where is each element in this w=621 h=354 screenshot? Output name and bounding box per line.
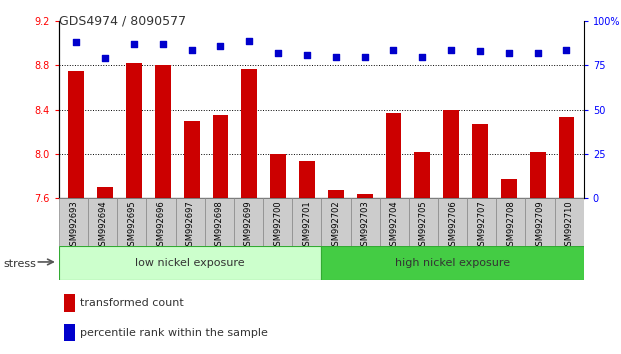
Point (533, 50, 543, 56)
Point (273, 50, 283, 56)
Bar (126, 63, 142, 198)
Bar (263, 198, 292, 246)
Bar (501, 179, 517, 198)
Point (215, 43, 225, 49)
Bar (155, 65, 171, 198)
Bar (176, 198, 205, 246)
Bar (147, 198, 176, 246)
Text: GSM992699: GSM992699 (244, 201, 253, 251)
Text: high nickel exposure: high nickel exposure (395, 258, 510, 268)
Bar (212, 115, 229, 198)
Point (561, 47, 571, 52)
Text: transformed count: transformed count (80, 298, 184, 308)
Text: percentile rank within the sample: percentile rank within the sample (80, 328, 268, 338)
Point (100, 56, 110, 61)
Bar (356, 194, 373, 198)
Bar (299, 161, 315, 198)
Text: GSM992697: GSM992697 (186, 201, 194, 251)
Point (331, 54, 341, 59)
Point (360, 54, 369, 59)
Text: GSM992708: GSM992708 (506, 201, 515, 251)
Bar (205, 198, 234, 246)
Bar (414, 152, 430, 198)
Bar (242, 69, 257, 198)
Bar (496, 198, 525, 246)
Text: GDS4974 / 8090577: GDS4974 / 8090577 (59, 14, 186, 27)
Point (71, 40, 81, 45)
Bar (322, 246, 584, 280)
Text: stress: stress (3, 259, 36, 269)
Bar (322, 198, 350, 246)
Text: low nickel exposure: low nickel exposure (135, 258, 245, 268)
Bar (292, 198, 322, 246)
Point (158, 41, 168, 47)
Bar (443, 110, 459, 198)
Bar (59, 198, 88, 246)
Point (302, 52, 312, 58)
Text: GSM992700: GSM992700 (273, 201, 282, 251)
Point (417, 54, 427, 59)
Bar (409, 198, 438, 246)
Text: GSM992707: GSM992707 (477, 201, 486, 251)
Text: GSM992694: GSM992694 (98, 201, 107, 251)
Bar (525, 198, 555, 246)
Bar (64, 324, 75, 341)
Bar (328, 190, 343, 198)
Text: GSM992705: GSM992705 (419, 201, 428, 251)
Point (187, 47, 197, 52)
Bar (270, 154, 286, 198)
Bar (530, 152, 545, 198)
Bar (558, 118, 574, 198)
Text: GSM992695: GSM992695 (127, 201, 137, 251)
Text: GSM992693: GSM992693 (69, 201, 78, 251)
Text: GSM992701: GSM992701 (302, 201, 311, 251)
Bar (555, 198, 584, 246)
Bar (386, 113, 401, 198)
Text: GSM992702: GSM992702 (332, 201, 340, 251)
Bar (467, 198, 496, 246)
Bar (184, 121, 199, 198)
Bar (350, 198, 379, 246)
Bar (88, 198, 117, 246)
Bar (438, 198, 467, 246)
Point (129, 41, 139, 47)
Text: GSM992704: GSM992704 (390, 201, 399, 251)
Text: GSM992709: GSM992709 (535, 201, 545, 251)
Point (475, 48, 485, 54)
Text: GSM992710: GSM992710 (564, 201, 574, 251)
Point (244, 38, 254, 44)
Bar (64, 294, 75, 312)
Bar (472, 124, 488, 198)
Bar (68, 71, 84, 198)
Bar (379, 198, 409, 246)
Text: GSM992698: GSM992698 (215, 201, 224, 251)
Point (389, 47, 399, 52)
Point (446, 47, 456, 52)
Bar (117, 198, 147, 246)
Bar (97, 187, 113, 198)
Bar (234, 198, 263, 246)
Bar (59, 246, 322, 280)
Text: GSM992703: GSM992703 (361, 201, 369, 251)
Text: GSM992696: GSM992696 (156, 201, 166, 251)
Text: GSM992706: GSM992706 (448, 201, 457, 251)
Point (504, 50, 514, 56)
